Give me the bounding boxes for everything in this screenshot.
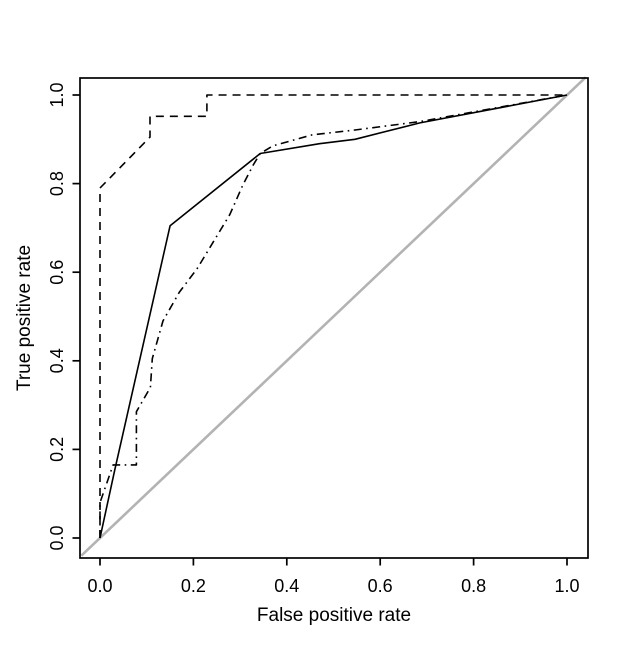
x-tick-label: 0.8 xyxy=(461,576,486,596)
y-tick-label: 0.0 xyxy=(47,525,67,550)
y-tick-label: 0.4 xyxy=(47,348,67,373)
x-tick-label: 0.0 xyxy=(87,576,112,596)
y-axis-title: True positive rate xyxy=(14,245,35,391)
plot-box xyxy=(79,77,589,559)
series-layer xyxy=(80,76,587,557)
x-tick-label: 0.2 xyxy=(181,576,206,596)
y-axis: 0.0 0.2 0.4 0.6 0.8 1.0 xyxy=(47,82,80,551)
y-tick-label: 1.0 xyxy=(47,82,67,107)
x-tick-label: 0.6 xyxy=(368,576,393,596)
roc-curve-solid xyxy=(99,94,568,539)
x-axis: 0.0 0.2 0.4 0.6 0.8 1.0 xyxy=(87,558,580,596)
roc-curve-dashdot xyxy=(99,94,568,538)
y-tick-label: 0.6 xyxy=(47,260,67,285)
x-axis-title: False positive rate xyxy=(257,605,411,626)
x-tick-label: 1.0 xyxy=(554,576,579,596)
x-tick-label: 0.4 xyxy=(274,576,299,596)
chance-diagonal xyxy=(80,76,587,557)
roc-curve-dashed xyxy=(99,94,567,538)
y-tick-label: 0.2 xyxy=(47,437,67,462)
y-tick-label: 0.8 xyxy=(47,171,67,196)
